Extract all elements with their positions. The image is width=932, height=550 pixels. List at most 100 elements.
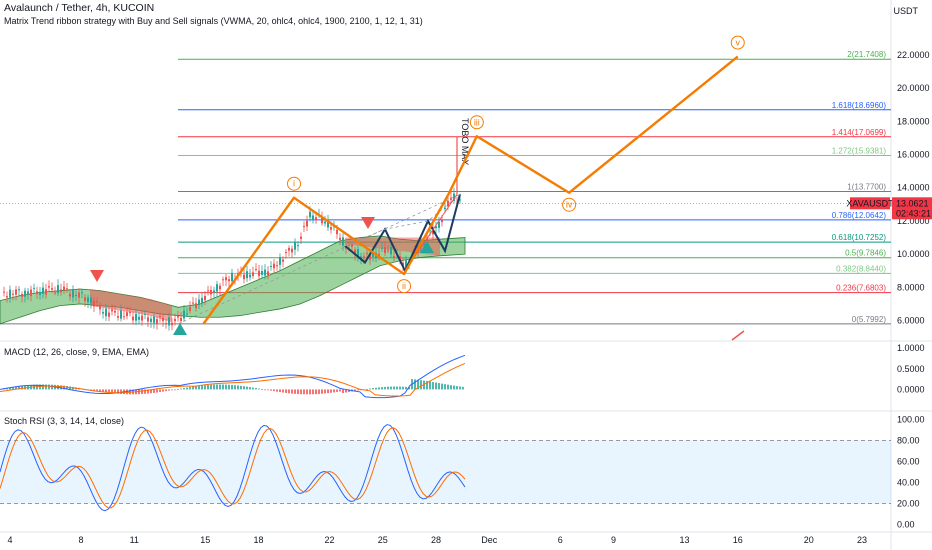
macd-histogram-bar	[153, 389, 155, 393]
candle-body	[315, 217, 317, 221]
candle-body	[366, 252, 368, 254]
macd-histogram-bar	[210, 384, 212, 390]
price-tick-label: 14.0000	[897, 183, 930, 193]
candle-body	[354, 249, 356, 255]
chart-title: Avalaunch / Tether, 4h, KUCOIN	[4, 2, 155, 14]
fib-level-label: 1(13.7700)	[847, 183, 886, 192]
candle-body	[183, 310, 185, 319]
drawing-fragment	[731, 330, 745, 341]
macd-histogram-bar	[156, 389, 158, 393]
chart-background	[0, 0, 891, 550]
candle-body	[378, 253, 380, 257]
candle-body	[204, 295, 206, 301]
price-tick-label: 20.0000	[897, 83, 930, 93]
candle-body	[228, 279, 230, 282]
macd-histogram-bar	[222, 384, 224, 390]
macd-histogram-bar	[144, 389, 146, 394]
macd-histogram-bar	[18, 386, 20, 390]
macd-histogram-bar	[384, 386, 386, 390]
candle-body	[168, 317, 170, 326]
candle-body	[444, 207, 446, 210]
candle-body	[24, 290, 26, 297]
price-tag-box	[892, 197, 932, 220]
macd-histogram-bar	[315, 389, 317, 395]
macd-histogram-bar	[450, 385, 452, 390]
candle-body	[309, 211, 311, 218]
macd-histogram-bar	[438, 383, 440, 390]
time-tick-label: Dec	[481, 535, 498, 545]
wave-label-circle	[730, 35, 745, 50]
time-tick-label: 8	[78, 535, 83, 545]
stoch-rsi-band	[0, 440, 891, 504]
wave-label-circle	[397, 279, 412, 294]
time-tick-label: 23	[857, 535, 867, 545]
macd-histogram-bar	[420, 380, 422, 390]
fib-level-label: 1.618(18.6960)	[832, 101, 887, 110]
candle-body	[384, 247, 386, 254]
price-tick-label: 16.0000	[897, 150, 930, 160]
candle-body	[165, 323, 167, 325]
candle-body	[363, 256, 365, 259]
candle-body	[33, 287, 35, 289]
wave-label-i: i	[293, 179, 295, 189]
candle-body	[291, 248, 293, 253]
candle-body	[54, 292, 56, 294]
macd-histogram-bar	[21, 385, 23, 390]
candle-body	[105, 308, 107, 317]
candle-body	[267, 271, 269, 276]
candle-body	[438, 221, 440, 228]
candle-body	[387, 250, 389, 252]
elliott-wave-path	[202, 55, 739, 325]
candle-body	[252, 272, 254, 276]
macd-histogram-bar	[276, 389, 278, 392]
wave-label-v: v	[736, 38, 741, 48]
candle-body	[207, 290, 209, 292]
macd-histogram-bar	[96, 389, 98, 391]
time-tick-label: 20	[804, 535, 814, 545]
macd-histogram-bar	[66, 386, 68, 390]
macd-histogram-bar	[336, 389, 338, 392]
macd-histogram-bar	[312, 389, 314, 395]
candle-body	[66, 288, 68, 290]
candle-body	[399, 256, 401, 260]
candle-body	[342, 237, 344, 246]
macd-histogram-bar	[339, 389, 341, 392]
candle-body	[243, 274, 245, 280]
macd-histogram-bar	[60, 385, 62, 390]
macd-histogram-bar	[447, 384, 449, 390]
macd-histogram-bar	[408, 387, 410, 390]
macd-histogram-bar	[348, 389, 350, 392]
macd-histogram-bar	[192, 386, 194, 390]
candle-body	[141, 315, 143, 321]
candle-body	[132, 316, 134, 321]
macd-histogram-bar	[111, 389, 113, 394]
macd-histogram-bar	[459, 386, 461, 390]
macd-histogram-bar	[252, 387, 254, 390]
macd-histogram-bar	[234, 385, 236, 390]
macd-histogram-bar	[45, 384, 47, 390]
time-tick-label: 4	[7, 535, 12, 545]
macd-line	[0, 354, 466, 399]
macd-histogram-bar	[309, 389, 311, 395]
macd-histogram-bar	[375, 387, 377, 390]
candle-body	[231, 272, 233, 282]
macd-histogram-bar	[177, 389, 179, 390]
macd-histogram-bar	[387, 386, 389, 390]
macd-histogram-bar	[294, 389, 296, 394]
candle-body	[393, 256, 395, 258]
wave-label-circle	[562, 197, 577, 212]
macd-histogram-bar	[456, 386, 458, 390]
candle-body	[327, 220, 329, 228]
macd-histogram-bar	[462, 386, 464, 390]
time-tick-label: 6	[558, 535, 563, 545]
candle-body	[27, 291, 29, 295]
candle-body	[129, 312, 131, 314]
candle-body	[357, 249, 359, 256]
macd-histogram-bar	[261, 389, 263, 390]
candle-body	[93, 300, 95, 307]
macd-histogram-bar	[159, 389, 161, 393]
macd-histogram-bar	[327, 389, 329, 394]
trend-ribbon-bear	[90, 289, 172, 323]
candle-body	[372, 252, 374, 257]
